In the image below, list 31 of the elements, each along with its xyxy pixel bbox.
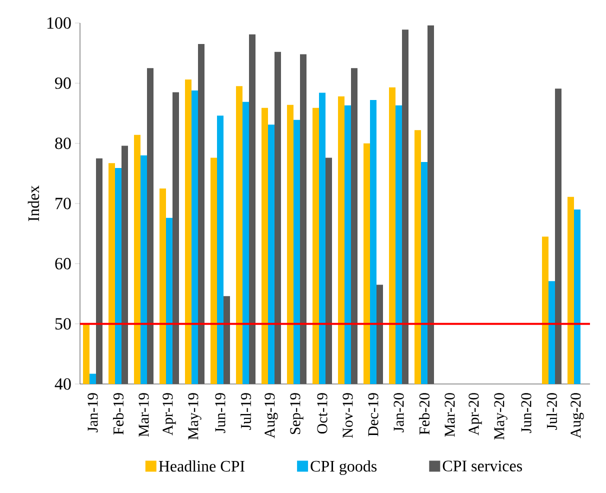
x-tick-label: Mar-20 <box>444 393 455 437</box>
y-tick-label: 40 <box>54 378 71 390</box>
x-tick-label: Dec-19 <box>368 393 378 436</box>
y-tick-label: 70 <box>56 198 71 210</box>
x-tick-label: May-20 <box>494 393 508 440</box>
x-tick-label: Nov-19 <box>342 393 353 438</box>
x-tick-label: Aug-20 <box>570 393 584 438</box>
y-tick-label: 90 <box>55 77 71 89</box>
legend-label: CPI goods <box>310 460 377 475</box>
y-tick-label: 60 <box>55 258 71 270</box>
x-tick-label: Feb-19 <box>112 393 124 435</box>
x-tick-label: Oct-19 <box>317 393 328 434</box>
x-tick-label: Jun-19 <box>215 393 226 434</box>
x-tick-label: Apr-20 <box>468 393 482 436</box>
x-tick-label: Jun-20 <box>521 393 532 434</box>
y-tick-label: 50 <box>55 318 71 330</box>
x-tick-label: Jan-19 <box>88 393 98 432</box>
y-tick-label: 100 <box>47 17 71 29</box>
x-tick-label: Aug-19 <box>264 393 278 438</box>
x-tick-label: Sep-19 <box>290 393 304 434</box>
x-tick-label: Jul-19 <box>240 393 252 430</box>
x-tick-label: Apr-19 <box>162 393 176 436</box>
x-tick-label: Feb-20 <box>418 393 430 435</box>
x-tick-label: May-19 <box>188 393 202 440</box>
legend-label: Headline CPI <box>158 460 244 472</box>
y-tick-label: 80 <box>55 138 71 150</box>
x-tick-label: Mar-19 <box>138 393 149 437</box>
x-tick-label: Jan-20 <box>394 393 404 432</box>
legend-label: CPI services <box>442 460 522 472</box>
x-tick-label: Jul-20 <box>546 393 558 430</box>
y-axis-title: Index <box>28 185 40 222</box>
